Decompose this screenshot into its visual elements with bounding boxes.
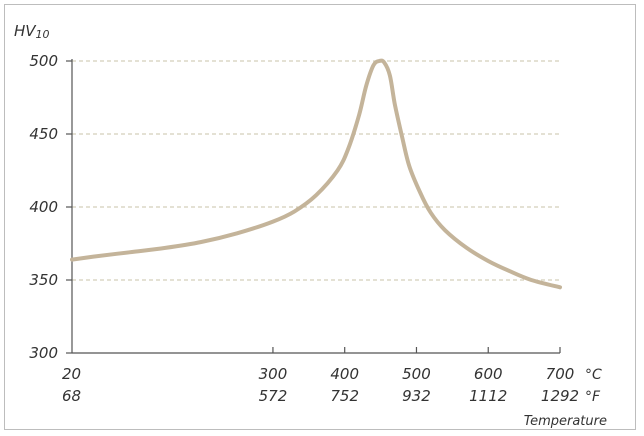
y-tick-label-350: 350 bbox=[29, 271, 58, 289]
x-tick-labels: 20 68 300 572 400 752 500 932 600 1112 700 1292 bbox=[62, 365, 579, 405]
x-tick-label-c-400: 400 bbox=[330, 365, 359, 383]
y-tick-label-300: 300 bbox=[29, 344, 58, 362]
x-tick-label-f-752: 752 bbox=[330, 387, 359, 405]
axes bbox=[66, 59, 561, 354]
x-tick-label-c-600: 600 bbox=[474, 365, 503, 383]
x-tick-label-f-932: 932 bbox=[402, 387, 431, 405]
x-tick-label-f-68: 68 bbox=[62, 387, 81, 405]
x-tick-label-c-700: 700 bbox=[546, 365, 575, 383]
y-tick-label-400: 400 bbox=[29, 198, 58, 216]
x-tick-label-c-20: 20 bbox=[62, 365, 81, 383]
series-line bbox=[70, 58, 562, 290]
x-tick-label-f-572: 572 bbox=[259, 387, 288, 405]
x-tick-label-c-500: 500 bbox=[402, 365, 431, 383]
grid-lines bbox=[72, 60, 560, 281]
x-axis-label: Temperature bbox=[524, 414, 607, 429]
x-unit-fahrenheit: °F bbox=[585, 389, 601, 405]
chart-frame bbox=[4, 4, 636, 430]
x-unit-celsius: °C bbox=[585, 367, 602, 383]
x-tick-label-c-300: 300 bbox=[259, 365, 288, 383]
x-tick-label-f-1292: 1292 bbox=[541, 387, 579, 405]
y-tick-labels: 300 350 400 450 500 bbox=[29, 52, 58, 362]
x-tick-label-f-1112: 1112 bbox=[469, 387, 507, 405]
y-axis-label: HV10 bbox=[14, 22, 50, 41]
y-tick-label-450: 450 bbox=[29, 125, 58, 143]
y-tick-label-500: 500 bbox=[29, 52, 58, 70]
